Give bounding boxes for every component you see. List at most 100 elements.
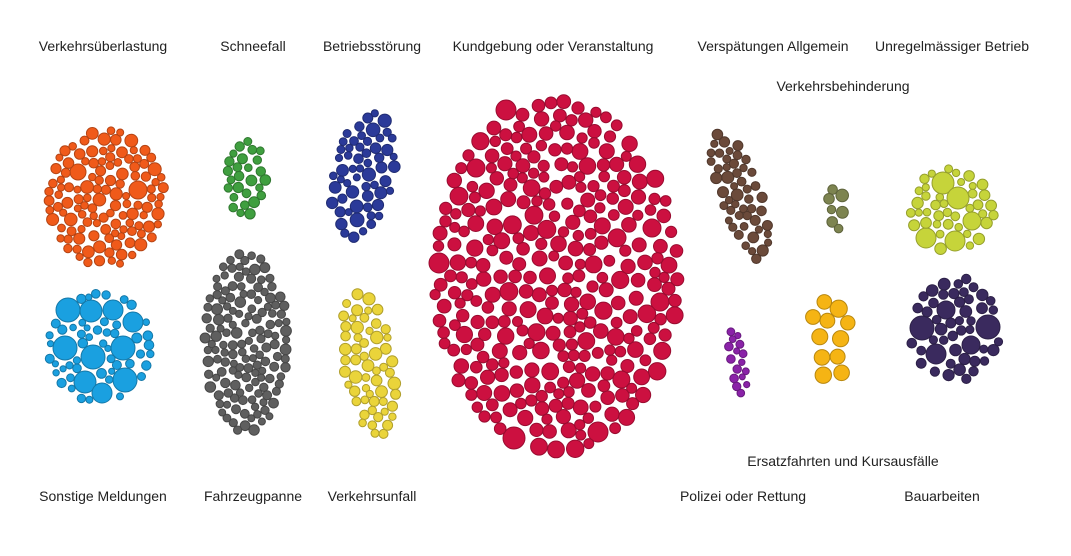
bubble-fahrzeugpanne (218, 296, 227, 305)
bubble-verkehrsueberlastung (48, 178, 58, 189)
bubble-fahrzeugpanne (251, 368, 260, 377)
bubble-sonstige (99, 317, 109, 327)
bubble-sonstige (83, 324, 91, 332)
bubble-betriebsstoerung (343, 179, 352, 188)
bubble-kundgebung (485, 315, 500, 330)
bubble-verkehrsueberlastung (124, 237, 136, 249)
label-verspaetungen: Verspätungen Allgemein (698, 38, 849, 54)
bubble-verkehrsueberlastung (104, 247, 115, 258)
bubble-kundgebung (537, 159, 550, 172)
bubble-kundgebung (553, 108, 567, 123)
bubble-kundgebung (610, 119, 623, 132)
bubble-bauarbeiten (993, 337, 1004, 347)
bubble-kundgebung (465, 388, 478, 401)
bubble-fahrzeugpanne (222, 302, 232, 311)
bubble-betriebsstoerung (361, 148, 372, 158)
bubble-kundgebung (529, 422, 544, 437)
bubble-kundgebung (570, 286, 582, 298)
bubble-betriebsstoerung (363, 158, 373, 168)
bubble-fahrzeugpanne (230, 327, 243, 339)
bubble-verspaetungen (756, 205, 767, 217)
bubble-unregelmaessig (963, 229, 972, 239)
bubble-kundgebung (596, 271, 609, 284)
bubble-verkehrsueberlastung (104, 233, 115, 244)
bubble-unregelmaessig (939, 199, 949, 209)
bubble-kundgebung (637, 304, 657, 324)
bubble-fahrzeugpanne (238, 347, 247, 357)
bubble-verkehrsunfall (382, 419, 394, 431)
bubble-fahrzeugpanne (256, 334, 266, 344)
bubble-fahrzeugpanne (272, 351, 283, 362)
bubble-verkehrsueberlastung (80, 201, 89, 210)
bubble-verkehrsueberlastung (154, 199, 163, 209)
bubble-kundgebung (478, 182, 495, 200)
bubble-verkehrsueberlastung (79, 135, 90, 146)
bubble-kundgebung (545, 296, 559, 310)
bubble-verkehrsunfall (383, 333, 392, 342)
bubble-fahrzeugpanne (248, 328, 257, 338)
bubble-kundgebung (630, 325, 643, 337)
bubble-unregelmaessig (919, 173, 930, 185)
bubble-betriebsstoerung (354, 121, 365, 132)
bubble-verkehrsueberlastung (50, 163, 62, 175)
bubble-fahrzeugpanne (219, 340, 228, 350)
bubble-verkehrsueberlastung (77, 225, 86, 234)
bubble-sonstige (131, 332, 143, 344)
bubble-unregelmaessig (985, 199, 997, 212)
bubble-sonstige (45, 331, 54, 340)
bubble-kundgebung (549, 179, 564, 194)
bubble-sonstige (143, 339, 155, 351)
bubble-kundgebung (478, 327, 492, 341)
bubble-kundgebung (550, 120, 562, 132)
bubble-verkehrsueberlastung (113, 158, 123, 167)
bubble-unregelmaessig (908, 219, 921, 232)
bubble-kundgebung (583, 209, 598, 224)
bubble-polizei (729, 373, 739, 384)
bubble-polizei (732, 364, 742, 374)
bubble-betriebsstoerung (342, 129, 352, 138)
bubble-verkehrsunfall (348, 370, 363, 384)
bubble-unregelmaessig (978, 209, 988, 219)
bubble-kundgebung (523, 225, 539, 241)
bubble-kundgebung (548, 210, 561, 222)
bubble-kundgebung (639, 354, 652, 367)
bubble-verkehrsueberlastung (88, 230, 100, 242)
bubble-kundgebung (555, 409, 572, 425)
bubble-verkehrsueberlastung (106, 126, 116, 135)
bubble-betriebsstoerung (377, 113, 392, 128)
bubble-kundgebung (566, 439, 585, 458)
bubble-bauarbeiten (928, 335, 939, 345)
bubble-verkehrsueberlastung (73, 148, 86, 160)
bubble-schneefall (223, 183, 234, 193)
bubble-verkehrsunfall (353, 333, 363, 343)
bubble-bauarbeiten (921, 306, 933, 318)
bubble-kundgebung (471, 132, 490, 151)
bubble-verkehrsueberlastung (73, 232, 86, 245)
bubble-verkehrsunfall (388, 412, 397, 421)
bubble-polizei (738, 373, 746, 381)
bubble-unregelmaessig (930, 199, 941, 211)
bubble-unregelmaessig (972, 232, 986, 246)
bubble-verspaetungen (746, 204, 757, 214)
bubble-verkehrsueberlastung (60, 167, 71, 178)
bubble-verspaetungen (714, 148, 725, 158)
bubble-verkehrsunfall (361, 384, 371, 393)
bubble-betriebsstoerung (375, 161, 388, 174)
bubble-sonstige (59, 365, 67, 373)
bubble-fahrzeugpanne (271, 386, 281, 396)
bubble-kundgebung (509, 365, 523, 379)
bubble-verkehrsueberlastung (45, 205, 55, 215)
bubble-verspaetungen (756, 244, 769, 257)
bubble-fahrzeugpanne (257, 307, 267, 318)
bubble-verkehrsueberlastung (98, 212, 109, 223)
bubble-verkehrsunfall (359, 351, 369, 361)
bubble-kundgebung (607, 228, 627, 248)
bubble-polizei (724, 341, 734, 352)
bubble-betriebsstoerung (369, 142, 382, 154)
bubble-betriebsstoerung (362, 202, 373, 213)
bubble-ersatzfahrten (814, 366, 832, 384)
bubble-kundgebung (598, 170, 611, 183)
bubble-kundgebung (447, 343, 461, 357)
bubble-verkehrsueberlastung (83, 193, 92, 203)
label-unregelmaessig: Unregelmässiger Betrieb (875, 38, 1029, 54)
